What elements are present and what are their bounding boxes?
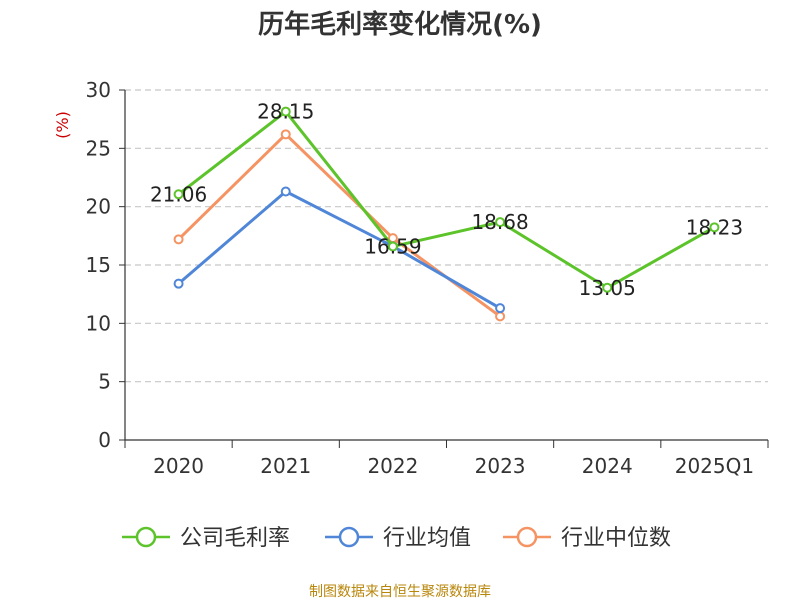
series-point-0 [280, 106, 291, 117]
series-line-0 [177, 110, 716, 290]
series-line-2 [177, 132, 501, 318]
legend: 公司毛利率 行业均值 行业中位数 [122, 526, 671, 551]
grid-lines [125, 89, 768, 383]
series-point-0 [709, 222, 720, 233]
y-tick-label: 20 [86, 195, 111, 219]
data-label: 18.68 [471, 210, 528, 234]
y-tick-label: 15 [86, 253, 111, 277]
legend-swatch-marker [516, 526, 538, 548]
x-tick-label: 2023 [475, 454, 526, 478]
axes: 0 5 10 15 20 25 30 2020 2021 2022 2023 2024 2025Q1 [86, 78, 769, 478]
x-tick-label: 2020 [153, 454, 204, 478]
series-point-1 [173, 278, 184, 289]
data-labels: 21.06 28.15 16.59 18.68 13.05 18.23 [150, 100, 743, 300]
y-tick-label: 5 [98, 370, 111, 394]
y-axis-unit-label: (%) [53, 111, 72, 139]
x-tick-label: 2021 [260, 454, 311, 478]
series-point-0 [602, 282, 613, 293]
series-point-1 [495, 303, 506, 314]
data-label: 28.15 [257, 100, 314, 124]
series-point-0 [387, 241, 398, 252]
source-note: 制图数据来自恒生聚源数据库 [309, 584, 491, 600]
series-point-2 [280, 129, 291, 140]
series-lines [173, 106, 720, 322]
data-label: 21.06 [150, 182, 207, 206]
legend-swatch-marker [338, 526, 360, 548]
series-point-0 [495, 217, 506, 228]
series-point-1 [280, 186, 291, 197]
legend-label: 公司毛利率 [180, 526, 290, 551]
series-point-2 [173, 234, 184, 245]
y-tick-label: 25 [86, 136, 111, 160]
x-tick-label: 2025Q1 [675, 454, 754, 478]
data-label: 13.05 [579, 276, 636, 300]
legend-label: 行业均值 [383, 526, 471, 551]
legend-label: 行业中位数 [561, 526, 671, 551]
x-tick-label: 2022 [367, 454, 418, 478]
data-label: 18.23 [686, 215, 743, 239]
series-point-2 [495, 311, 506, 322]
data-label: 16.59 [364, 234, 421, 258]
chart-title: 历年毛利率变化情况(%) [258, 9, 542, 40]
series-line-1 [177, 190, 501, 310]
series-point-0 [173, 189, 184, 200]
y-tick-label: 30 [86, 78, 111, 102]
legend-swatch-marker [135, 526, 157, 548]
y-tick-label: 10 [86, 311, 111, 335]
y-tick-label: 0 [98, 428, 111, 452]
x-tick-label: 2024 [582, 454, 633, 478]
